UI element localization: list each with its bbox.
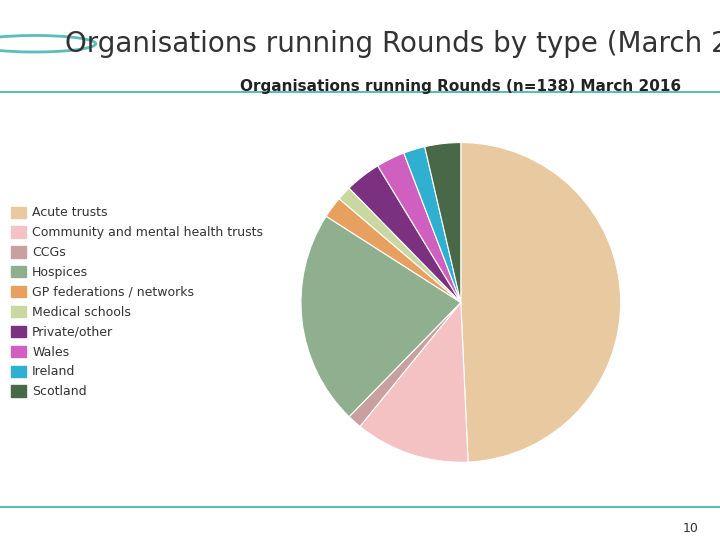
- Wedge shape: [301, 216, 461, 417]
- Wedge shape: [404, 147, 461, 302]
- Wedge shape: [339, 188, 461, 302]
- Wedge shape: [461, 143, 621, 462]
- Wedge shape: [378, 153, 461, 302]
- Wedge shape: [349, 302, 461, 427]
- Title: Organisations running Rounds (n=138) March 2016: Organisations running Rounds (n=138) Mar…: [240, 79, 681, 94]
- Wedge shape: [349, 166, 461, 302]
- Wedge shape: [360, 302, 468, 462]
- Wedge shape: [425, 143, 461, 302]
- Text: 10: 10: [683, 522, 698, 536]
- Text: Organisations running Rounds by type (March 2016): Organisations running Rounds by type (Ma…: [65, 30, 720, 58]
- Legend: Acute trusts, Community and mental health trusts, CCGs, Hospices, GP federations: Acute trusts, Community and mental healt…: [11, 206, 263, 399]
- Wedge shape: [326, 199, 461, 302]
